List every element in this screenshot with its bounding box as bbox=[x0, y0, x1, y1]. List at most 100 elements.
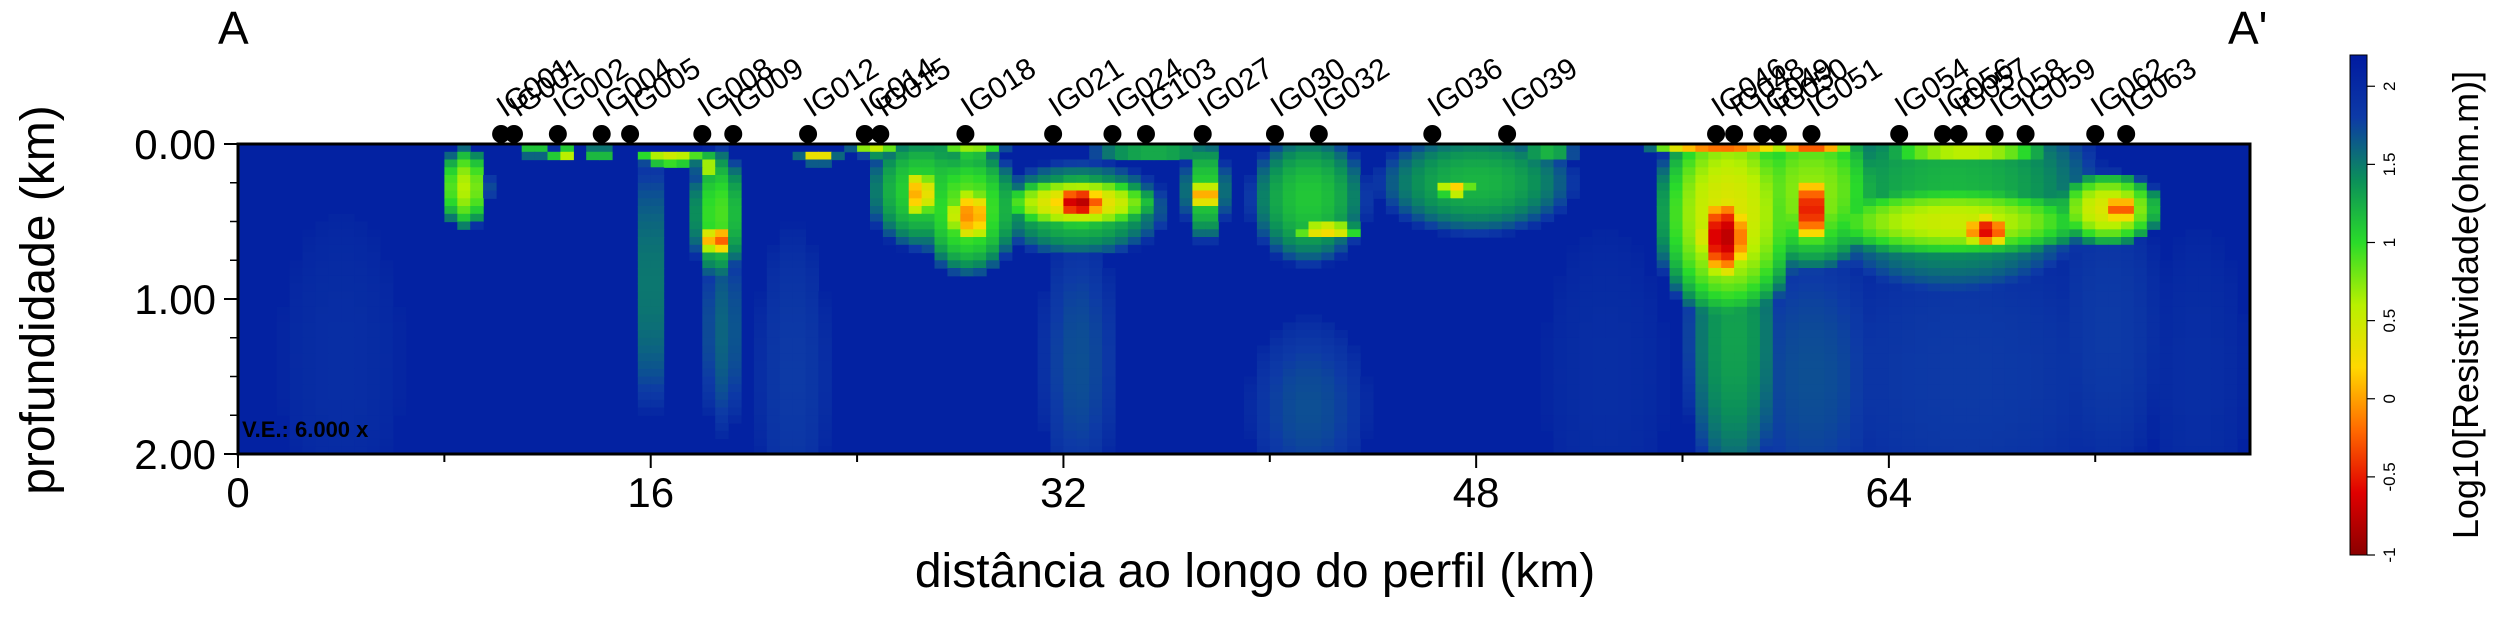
heatmap-cell bbox=[1127, 198, 1142, 207]
heatmap-cell bbox=[1037, 407, 1052, 416]
heatmap-cell bbox=[1244, 430, 1258, 440]
heatmap-cell bbox=[1630, 306, 1645, 316]
heatmap-cell bbox=[2224, 268, 2238, 277]
heatmap-cell bbox=[1269, 206, 1284, 215]
heatmap-cell bbox=[315, 221, 329, 230]
heatmap-cell bbox=[1102, 159, 1116, 168]
heatmap-cell bbox=[1734, 182, 1748, 192]
heatmap-cell bbox=[2069, 368, 2083, 378]
heatmap-cell bbox=[1747, 221, 1761, 230]
heatmap-cell bbox=[1863, 213, 1877, 223]
heatmap-cell bbox=[1669, 244, 1684, 254]
heatmap-cell bbox=[1308, 376, 1322, 385]
heatmap-cell bbox=[728, 260, 742, 269]
heatmap-cell bbox=[728, 190, 742, 199]
heatmap-cell bbox=[1463, 151, 1477, 161]
heatmap-cell bbox=[934, 237, 948, 246]
heatmap-cell bbox=[1256, 392, 1271, 401]
heatmap-cell bbox=[379, 423, 394, 432]
heatmap-cell bbox=[805, 430, 819, 440]
heatmap-cell bbox=[715, 399, 729, 409]
heatmap-cell bbox=[1050, 392, 1064, 401]
heatmap-cell bbox=[1050, 291, 1064, 300]
heatmap-cell bbox=[650, 399, 665, 409]
heatmap-cell bbox=[1979, 376, 1993, 385]
heatmap-cell bbox=[1127, 182, 1142, 192]
heatmap-cell bbox=[1592, 299, 1606, 308]
heatmap-cell bbox=[302, 337, 316, 347]
heatmap-cell bbox=[1011, 229, 1026, 238]
heatmap-cell bbox=[805, 384, 819, 393]
heatmap-cell bbox=[2069, 407, 2083, 416]
heatmap-cell bbox=[2172, 260, 2187, 269]
heatmap-cell bbox=[341, 275, 355, 285]
heatmap-cell bbox=[2211, 345, 2225, 354]
heatmap-cell bbox=[1888, 306, 1903, 316]
heatmap-cell bbox=[689, 229, 703, 238]
heatmap-cell bbox=[2159, 407, 2174, 416]
heatmap-cell bbox=[2224, 361, 2238, 370]
heatmap-cell bbox=[1127, 190, 1142, 199]
heatmap-cell bbox=[2146, 423, 2161, 432]
heatmap-cell bbox=[341, 423, 355, 432]
heatmap-cell bbox=[341, 430, 355, 440]
heatmap-cell bbox=[354, 392, 368, 401]
heatmap-cell bbox=[1876, 314, 1890, 323]
heatmap-cell bbox=[921, 221, 936, 230]
heatmap-cell bbox=[1011, 206, 1026, 215]
heatmap-cell bbox=[1811, 345, 1825, 354]
heatmap-cell bbox=[1321, 167, 1335, 176]
heatmap-cell bbox=[1385, 151, 1400, 161]
heatmap-cell bbox=[1514, 151, 1529, 161]
heatmap-cell bbox=[1630, 407, 1645, 416]
heatmap-cell bbox=[1385, 182, 1400, 192]
heatmap-cell bbox=[2237, 423, 2250, 432]
heatmap-cell bbox=[1140, 151, 1155, 161]
heatmap-cell bbox=[1592, 260, 1606, 269]
heatmap-cell bbox=[2172, 361, 2187, 370]
heatmap-cell bbox=[2133, 407, 2148, 416]
heatmap-cell bbox=[2082, 330, 2096, 339]
heatmap-cell bbox=[973, 229, 987, 238]
heatmap-cell bbox=[715, 407, 729, 416]
heatmap-cell bbox=[1966, 330, 1980, 339]
heatmap-cell bbox=[1824, 244, 1838, 254]
heatmap-cell bbox=[1747, 392, 1761, 401]
heatmap-cell bbox=[1901, 392, 1916, 401]
colorbar-ticks: -1-0.500.511.52 bbox=[2367, 82, 2399, 563]
heatmap-cell bbox=[2198, 260, 2212, 269]
heatmap-cell bbox=[1321, 221, 1335, 230]
heatmap-cell bbox=[1966, 144, 1980, 153]
heatmap-cell bbox=[753, 368, 768, 378]
heatmap-cell bbox=[728, 182, 742, 192]
heatmap-cell bbox=[1579, 376, 1593, 385]
heatmap-cell bbox=[2121, 337, 2135, 347]
heatmap-cell bbox=[1579, 430, 1593, 440]
heatmap-cell bbox=[637, 376, 652, 385]
heatmap-cell bbox=[2082, 182, 2096, 192]
heatmap-cell bbox=[2133, 198, 2148, 207]
heatmap-cell bbox=[2030, 361, 2045, 370]
heatmap-cell bbox=[1811, 229, 1825, 238]
station-label: IG039 bbox=[1497, 52, 1584, 124]
heatmap-cell bbox=[1914, 182, 1929, 192]
heatmap-cell bbox=[1256, 430, 1271, 440]
heatmap-cell bbox=[1269, 229, 1284, 238]
heatmap-cell bbox=[1205, 182, 1219, 192]
heatmap-cell bbox=[1553, 407, 1567, 416]
heatmap-cell bbox=[1321, 361, 1335, 370]
heatmap-cell bbox=[2108, 283, 2122, 292]
heatmap-cell bbox=[1256, 446, 1271, 454]
heatmap-cell bbox=[1682, 330, 1696, 339]
heatmap-cell bbox=[1837, 291, 1851, 300]
heatmap-cell bbox=[1695, 322, 1709, 331]
heatmap-cell bbox=[650, 244, 665, 254]
heatmap-cell bbox=[457, 151, 471, 161]
heatmap-cell bbox=[1747, 353, 1761, 362]
heatmap-cell bbox=[1927, 446, 1942, 454]
heatmap-cell bbox=[1192, 175, 1206, 184]
heatmap-cell bbox=[1656, 345, 1671, 354]
heatmap-cell bbox=[1321, 384, 1335, 393]
heatmap-cell bbox=[1682, 237, 1696, 246]
heatmap-cell bbox=[2159, 330, 2174, 339]
